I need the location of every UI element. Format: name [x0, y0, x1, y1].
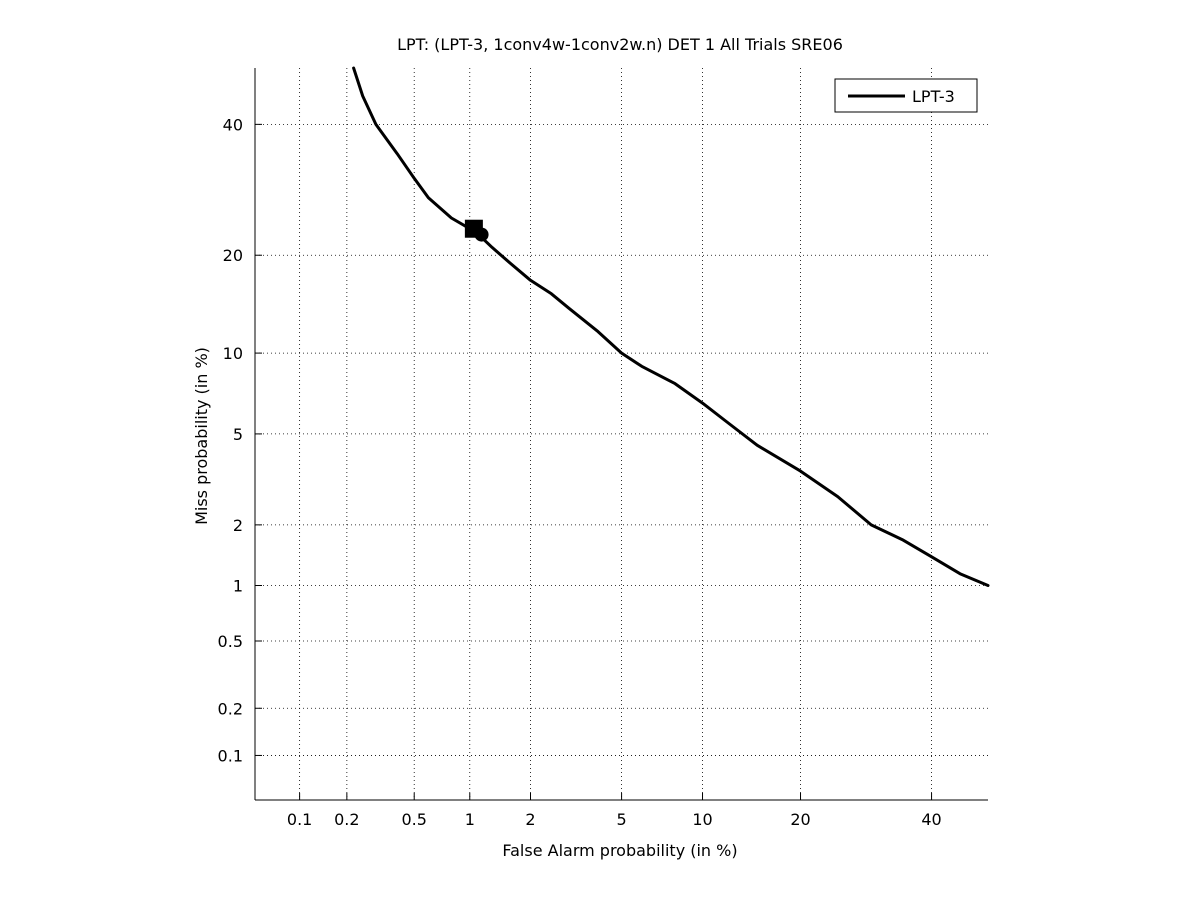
grid-layer [254, 68, 988, 801]
series-line-lpt-3 [352, 66, 990, 587]
chart-title: LPT: (LPT-3, 1conv4w-1conv2w.n) DET 1 Al… [397, 35, 843, 54]
y-tick-label: 0.1 [218, 746, 243, 765]
y-tick-label: 2 [233, 516, 243, 535]
x-tick-label: 40 [921, 810, 941, 829]
y-tick-label: 40 [223, 115, 243, 134]
y-tick-label: 5 [233, 425, 243, 444]
x-tick-label: 0.2 [334, 810, 359, 829]
series-layer [352, 66, 990, 587]
y-tick-label: 1 [233, 577, 243, 596]
marker-layer [464, 219, 489, 242]
x-tick-label: 0.1 [287, 810, 312, 829]
y-axis-label: Miss probability (in %) [192, 347, 211, 525]
y-tick-label: 0.2 [218, 699, 243, 718]
legend-box [834, 78, 978, 113]
x-tick-label: 10 [692, 810, 712, 829]
y-tick-label: 20 [223, 246, 243, 265]
x-tick-label: 1 [465, 810, 475, 829]
y-tick-label: 10 [223, 344, 243, 363]
x-tick-label: 5 [616, 810, 626, 829]
x-axis-label: False Alarm probability (in %) [502, 841, 737, 860]
operating-point-circle-marker [474, 227, 489, 242]
legend-label-lpt-3: LPT-3 [912, 87, 955, 106]
x-tick-label: 0.5 [401, 810, 426, 829]
legend: LPT-3 [834, 78, 978, 113]
x-tick-label: 2 [525, 810, 535, 829]
y-tick-label: 0.5 [218, 632, 243, 651]
ticks-layer: 0.1 0.2 0.5 1 2 5 10 20 40 0.1 0.2 0.5 1 2 5 10 20 40 [218, 115, 942, 829]
x-tick-label: 20 [790, 810, 810, 829]
